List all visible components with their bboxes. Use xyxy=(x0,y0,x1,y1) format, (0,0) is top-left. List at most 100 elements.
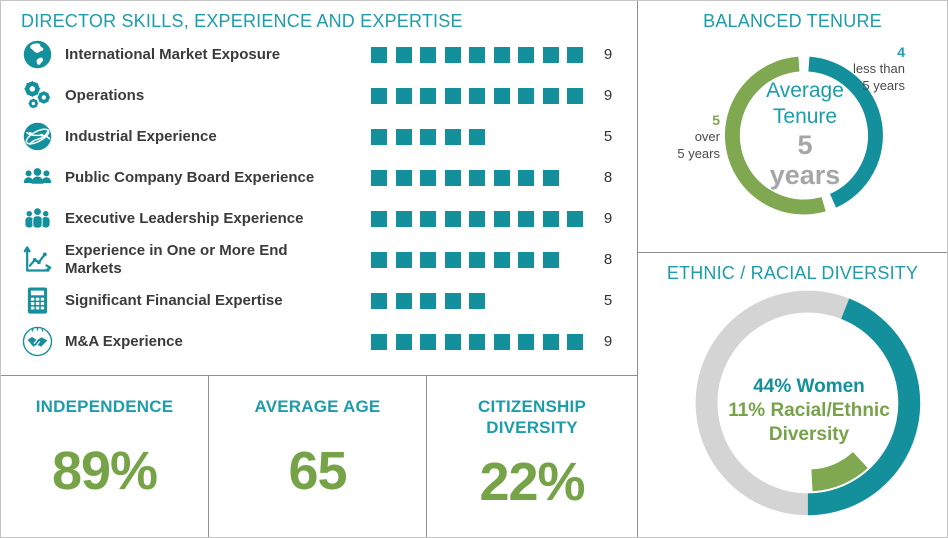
skill-count: 8 xyxy=(603,251,613,268)
skill-rating-squares xyxy=(371,87,593,104)
rating-square xyxy=(493,333,510,350)
handshake-icon xyxy=(21,325,65,358)
tenure-label-over-5-years: 5 over 5 years xyxy=(642,111,720,163)
tenure-center-line: years xyxy=(769,160,841,190)
rating-square xyxy=(395,210,412,227)
rating-square xyxy=(567,333,583,350)
rating-square xyxy=(542,210,559,227)
rating-square xyxy=(420,169,436,186)
rating-square xyxy=(371,128,387,145)
rating-square xyxy=(469,87,485,104)
stat-label: CITIZENSHIP DIVERSITY xyxy=(478,397,586,438)
diversity-donut-chart xyxy=(695,290,921,516)
rating-square xyxy=(469,169,485,186)
tenure-label-line: 5 years xyxy=(677,146,720,162)
stat-independence: INDEPENDENCE 89% xyxy=(1,376,208,537)
tenure-panel: BALANCED TENURE Average Tenure 5 years 4… xyxy=(638,1,947,253)
diversity-racial-line: Diversity xyxy=(768,424,850,445)
stat-average-age: AVERAGE AGE 65 xyxy=(208,376,426,537)
skill-rating-squares xyxy=(371,128,593,145)
rating-square xyxy=(420,251,436,268)
rating-square xyxy=(518,210,534,227)
rating-square xyxy=(469,210,485,227)
rating-square xyxy=(567,210,583,227)
tenure-label-line: less than xyxy=(852,61,905,77)
skill-count: 8 xyxy=(603,169,613,186)
left-column: DIRECTOR SKILLS, EXPERIENCE AND EXPERTIS… xyxy=(1,1,638,537)
calculator-icon xyxy=(21,284,65,317)
skill-count: 9 xyxy=(603,333,613,350)
trend-chart-icon xyxy=(21,243,65,276)
rating-square xyxy=(493,87,510,104)
board-people-icon xyxy=(21,161,65,194)
skill-label: M&A Experience xyxy=(65,332,183,350)
rating-square xyxy=(469,128,485,145)
skill-count: 5 xyxy=(603,292,613,309)
skill-row: Significant Financial Expertise 5 xyxy=(21,283,623,319)
rating-square xyxy=(469,46,485,63)
skill-rating-squares xyxy=(371,292,593,309)
rating-square xyxy=(542,169,559,186)
gears-icon xyxy=(21,79,65,112)
skill-count: 9 xyxy=(603,210,613,227)
skill-count: 9 xyxy=(603,87,613,104)
diversity-segment-women xyxy=(807,298,921,516)
rating-square xyxy=(567,46,583,63)
skill-label: Industrial Experience xyxy=(65,127,217,145)
rating-square xyxy=(567,87,583,104)
skill-label: Operations xyxy=(65,86,145,104)
rating-square xyxy=(420,46,436,63)
rating-square xyxy=(395,46,412,63)
skill-count: 9 xyxy=(603,46,613,63)
diversity-panel-title: ETHNIC / RACIAL DIVERSITY xyxy=(666,263,919,283)
diversity-panel: ETHNIC / RACIAL DIVERSITY 44% Women 11% … xyxy=(638,253,947,537)
rating-square xyxy=(518,333,534,350)
network-globe-icon xyxy=(21,120,65,153)
rating-square xyxy=(395,333,412,350)
tenure-label-line: 5 years xyxy=(862,78,905,94)
rating-square xyxy=(371,46,387,63)
stat-label: AVERAGE AGE xyxy=(254,397,381,416)
stat-label: INDEPENDENCE xyxy=(35,397,174,416)
rating-square xyxy=(542,333,559,350)
rating-square xyxy=(444,251,461,268)
rating-square xyxy=(493,210,510,227)
stats-row: INDEPENDENCE 89% AVERAGE AGE 65 CITIZENS… xyxy=(1,376,637,537)
tenure-panel-title: BALANCED TENURE xyxy=(703,11,882,31)
rating-square xyxy=(469,292,485,309)
tenure-label-less-than-5-years: 4 less than 5 years xyxy=(853,43,905,95)
rating-square xyxy=(444,87,461,104)
rating-square xyxy=(444,128,461,145)
tenure-segment-over-5-years xyxy=(724,56,826,215)
skills-panel: DIRECTOR SKILLS, EXPERIENCE AND EXPERTIS… xyxy=(1,1,637,376)
rating-square xyxy=(518,87,534,104)
skills-rows: International Market Exposure 9 Operations… xyxy=(21,34,623,362)
rating-square xyxy=(469,333,485,350)
rating-square xyxy=(493,46,510,63)
rating-square xyxy=(420,292,436,309)
tenure-center-line: 5 xyxy=(797,130,813,160)
skill-row: M&A Experience 9 xyxy=(21,324,623,360)
rating-square xyxy=(420,87,436,104)
rating-square xyxy=(371,210,387,227)
rating-square xyxy=(371,169,387,186)
diversity-segment-racial-ethnic xyxy=(811,451,868,492)
leadership-people-icon xyxy=(21,202,65,235)
skill-label: International Market Exposure xyxy=(65,45,281,63)
skill-row: Experience in One or More End Markets 8 xyxy=(21,242,623,278)
rating-square xyxy=(420,128,436,145)
skill-label: Executive Leadership Experience xyxy=(65,209,304,227)
tenure-center-line: Tenure xyxy=(772,105,838,128)
rating-square xyxy=(395,128,412,145)
rating-square xyxy=(371,87,387,104)
skill-rating-squares xyxy=(371,251,593,268)
skill-row: Executive Leadership Experience 9 xyxy=(21,201,623,237)
skill-rating-squares xyxy=(371,210,593,227)
diversity-women-line: 44% Women xyxy=(753,376,865,397)
rating-square xyxy=(420,210,436,227)
skill-label: Experience in One or More End Markets xyxy=(65,242,288,277)
skill-row: Operations 9 xyxy=(21,78,623,114)
rating-square xyxy=(444,169,461,186)
skill-label: Significant Financial Expertise xyxy=(65,291,283,309)
